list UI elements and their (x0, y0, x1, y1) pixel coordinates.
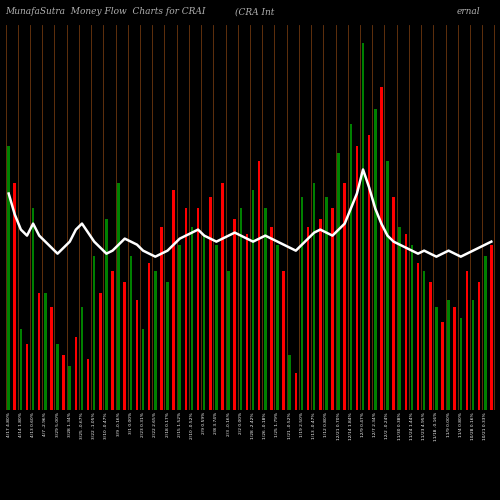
Bar (166, 282, 169, 410)
Bar (294, 374, 297, 410)
Bar (490, 245, 492, 410)
Bar (197, 208, 200, 410)
Bar (423, 270, 426, 410)
Bar (319, 220, 322, 410)
Bar (460, 318, 462, 410)
Bar (331, 208, 334, 410)
Bar (221, 182, 224, 410)
Bar (350, 124, 352, 410)
Bar (386, 160, 389, 410)
Bar (416, 264, 420, 410)
Bar (435, 308, 438, 410)
Bar (68, 366, 71, 410)
Text: ernal: ernal (456, 8, 480, 16)
Bar (276, 245, 279, 410)
Bar (124, 282, 126, 410)
Bar (356, 146, 358, 410)
Bar (74, 336, 77, 410)
Bar (362, 44, 364, 410)
Bar (441, 322, 444, 410)
Bar (62, 355, 65, 410)
Text: MunafaSutra  Money Flow  Charts for CRAI: MunafaSutra Money Flow Charts for CRAI (5, 8, 205, 16)
Bar (307, 226, 310, 410)
Bar (313, 182, 316, 410)
Bar (154, 270, 156, 410)
Bar (258, 160, 260, 410)
Bar (429, 282, 432, 410)
Bar (466, 270, 468, 410)
Bar (136, 300, 138, 410)
Bar (282, 270, 285, 410)
Bar (478, 282, 480, 410)
Bar (20, 330, 22, 410)
Bar (142, 330, 144, 410)
Bar (264, 208, 266, 410)
Bar (288, 355, 291, 410)
Bar (404, 234, 407, 410)
Bar (398, 226, 401, 410)
Bar (111, 270, 114, 410)
Text: (CRA Int: (CRA Int (235, 8, 275, 16)
Bar (130, 256, 132, 410)
Bar (56, 344, 59, 410)
Bar (374, 110, 376, 410)
Bar (325, 198, 328, 410)
Bar (184, 208, 187, 410)
Bar (246, 234, 248, 410)
Bar (178, 245, 181, 410)
Bar (190, 226, 193, 410)
Bar (484, 256, 486, 410)
Bar (160, 226, 162, 410)
Bar (392, 198, 395, 410)
Bar (252, 190, 254, 410)
Bar (105, 220, 108, 410)
Bar (14, 182, 16, 410)
Bar (80, 308, 84, 410)
Bar (234, 220, 236, 410)
Bar (172, 190, 175, 410)
Bar (215, 245, 218, 410)
Bar (32, 208, 34, 410)
Bar (228, 270, 230, 410)
Bar (472, 300, 474, 410)
Bar (209, 198, 212, 410)
Bar (93, 256, 96, 410)
Bar (240, 208, 242, 410)
Bar (270, 226, 272, 410)
Bar (148, 264, 150, 410)
Bar (118, 182, 120, 410)
Bar (38, 292, 40, 410)
Bar (300, 198, 303, 410)
Bar (8, 146, 10, 410)
Bar (99, 292, 102, 410)
Bar (50, 308, 52, 410)
Bar (368, 135, 370, 410)
Bar (448, 300, 450, 410)
Bar (203, 234, 205, 410)
Bar (344, 182, 346, 410)
Bar (380, 88, 382, 410)
Bar (410, 245, 413, 410)
Bar (44, 292, 46, 410)
Bar (454, 308, 456, 410)
Bar (87, 358, 90, 410)
Bar (338, 154, 340, 410)
Bar (26, 344, 29, 410)
